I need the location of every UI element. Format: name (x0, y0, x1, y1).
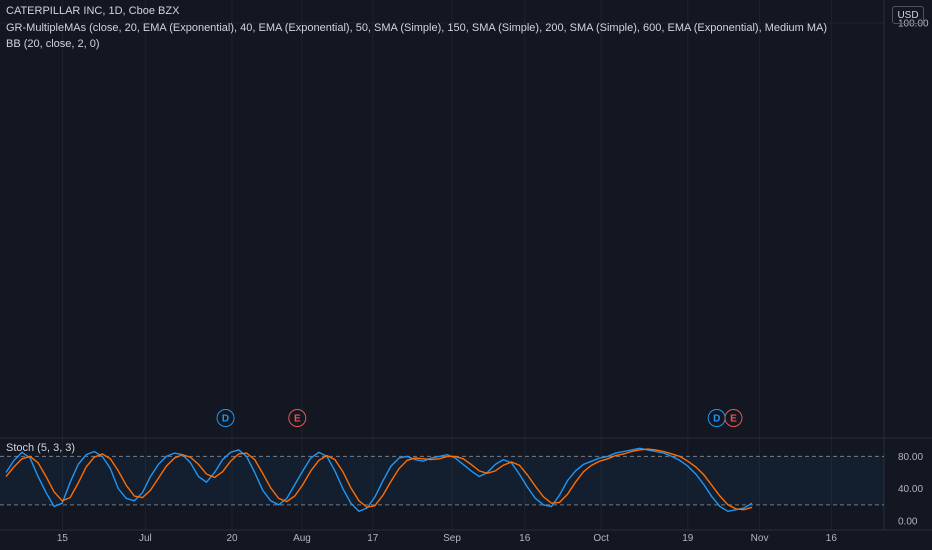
event-marker-label: D (713, 414, 720, 425)
x-tick-label: Nov (751, 533, 769, 544)
indicator-legend-mas[interactable]: GR-MultipleMAs (close, 20, EMA (Exponent… (6, 22, 828, 34)
indicator-legend-bb[interactable]: BB (20, close, 2, 0) (6, 38, 100, 50)
x-tick-label: 17 (367, 533, 379, 544)
x-tick-label: 16 (826, 533, 838, 544)
stoch-line-d (5, 448, 753, 511)
event-marker (288, 409, 307, 427)
x-tick-label: Sep (443, 533, 461, 544)
x-tick-label: Aug (293, 533, 311, 544)
event-marker (216, 409, 235, 427)
x-tick-label: 15 (57, 533, 69, 544)
x-tick-label: Oct (593, 533, 609, 544)
x-tick-label: 20 (227, 533, 239, 544)
event-marker-label: E (294, 414, 301, 425)
stoch-band-fill (0, 456, 884, 505)
stoch-y-tick-label: 40.00 (898, 484, 923, 495)
event-marker (724, 409, 743, 427)
event-marker-label: D (222, 414, 229, 425)
event-marker-label: E (730, 414, 737, 425)
x-tick-label: 16 (519, 533, 531, 544)
currency-button[interactable]: USD (892, 6, 924, 24)
stoch-legend[interactable]: Stoch (5, 3, 3) (6, 442, 76, 454)
stoch-y-tick-label: 80.00 (898, 452, 923, 463)
stoch-y-tick-label: 0.00 (898, 517, 918, 528)
stoch-line-k (5, 447, 753, 513)
x-tick-label: 19 (682, 533, 694, 544)
y-tick-label: 100.00 (898, 19, 929, 30)
chart-title: CATERPILLAR INC, 1D, Cboe BZX (6, 5, 180, 17)
x-tick-label: Jul (139, 533, 152, 544)
